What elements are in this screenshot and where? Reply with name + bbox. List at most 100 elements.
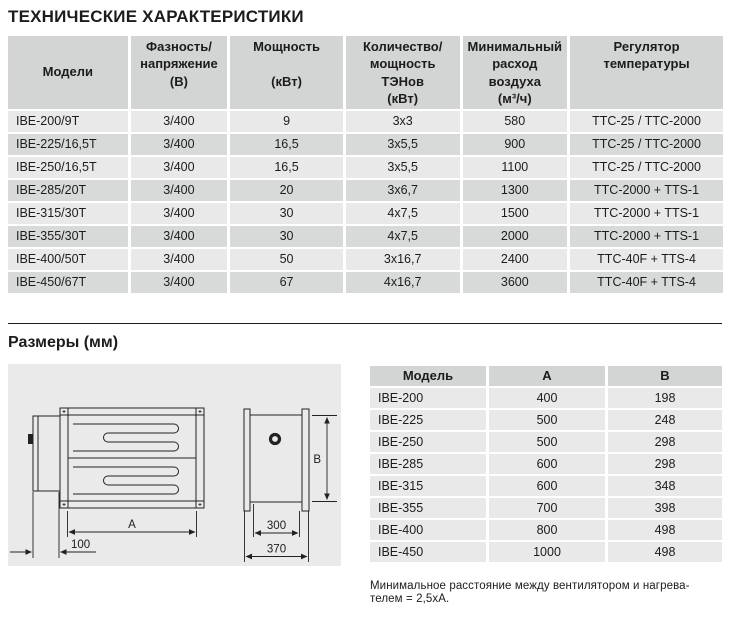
dims-column-header: Модель: [370, 365, 486, 386]
dims-row: IBE-355 700 398: [370, 497, 722, 518]
model-cell: IBE-355/30T: [8, 225, 128, 247]
model-cell: IBE-285: [370, 453, 486, 474]
specs-column-header: Фазность/напряжение (В): [130, 36, 228, 109]
value-cell: 298: [608, 453, 722, 474]
value-cell: TTC-40F + TTS-4: [570, 271, 723, 293]
dimensions-table: Модель A B IBE-200 400 198 IBE-225 500 248 IBE-2…: [367, 364, 725, 564]
model-cell: IBE-315/30T: [8, 202, 128, 224]
header-line: (В): [169, 73, 188, 89]
dimension-370-label: 370: [267, 543, 286, 555]
value-cell: 3/400: [130, 248, 228, 270]
header-line: напряжение: [140, 56, 218, 72]
section-divider: [8, 322, 722, 324]
dimension-labels: A 100 B 300 370: [71, 454, 321, 556]
model-cell: IBE-450/67T: [8, 271, 128, 293]
value-cell: 16,5: [230, 133, 343, 155]
header-line: мощность: [369, 56, 436, 72]
specs-column-header: Минимальный расход воздуха (м³/ч): [462, 36, 568, 109]
page-title: ТЕХНИЧЕСКИЕ ХАРАКТЕРИСТИКИ: [8, 7, 304, 26]
cable-gland: [268, 432, 282, 445]
model-cell: IBE-400/50T: [8, 248, 128, 270]
value-cell: 600: [489, 453, 605, 474]
end-right-flange: [301, 408, 310, 512]
inlet-strip: [32, 415, 39, 492]
value-cell: 3/400: [130, 202, 228, 224]
heater-side-view: [28, 407, 205, 509]
header-line: расход: [492, 56, 538, 72]
value-cell: 400: [489, 387, 605, 408]
dimensions-section-title: Размеры (мм): [8, 333, 119, 351]
dimension-100-label: 100: [71, 539, 90, 551]
model-cell: IBE-450: [370, 541, 486, 562]
dimension-300-label: 300: [267, 520, 286, 532]
specs-column-header: Модели: [8, 36, 128, 109]
value-cell: TTC-25 / TTC-2000: [570, 156, 723, 178]
specs-row: IBE-355/30T 3/400 30 4x7,5 2000 TTC-2000 + TT…: [8, 225, 723, 247]
value-cell: TTC-2000 + TTS-1: [570, 202, 723, 224]
specs-row: IBE-450/67T 3/400 67 4x16,7 3600 TTC-40F + TT…: [8, 271, 723, 293]
value-cell: 3x16,7: [345, 248, 460, 270]
specs-row: IBE-200/9T 3/400 9 3x3 580 TTC-25 / TTC-2000: [8, 110, 723, 132]
specs-row: IBE-225/16,5T 3/400 16,5 3x5,5 900 TTC-25 / T…: [8, 133, 723, 155]
value-cell: 16,5: [230, 156, 343, 178]
model-cell: IBE-200/9T: [8, 110, 128, 132]
value-cell: 398: [608, 497, 722, 518]
header-line: ТЭНов: [381, 73, 424, 89]
value-cell: 1300: [462, 179, 568, 201]
value-cell: 3x5,5: [345, 156, 460, 178]
technical-drawing: A 100 B 300 370: [8, 363, 341, 566]
specs-row: IBE-315/30T 3/400 30 4x7,5 1500 TTC-2000 + TT…: [8, 202, 723, 224]
value-cell: TTC-2000 + TTS-1: [570, 225, 723, 247]
header-line: воздуха: [488, 73, 541, 89]
value-cell: 20: [230, 179, 343, 201]
model-cell: IBE-250: [370, 431, 486, 452]
value-cell: 198: [608, 387, 722, 408]
dims-column-header: B: [608, 365, 722, 386]
value-cell: 700: [489, 497, 605, 518]
heater-end-view: [243, 408, 310, 512]
header-line: Количество/: [362, 39, 443, 54]
heating-element-coil-top: [73, 423, 179, 452]
value-cell: 3x5,5: [345, 133, 460, 155]
end-left-flange: [243, 408, 251, 512]
value-cell: 600: [489, 475, 605, 496]
value-cell: 1100: [462, 156, 568, 178]
value-cell: 4x16,7: [345, 271, 460, 293]
model-cell: IBE-285/20T: [8, 179, 128, 201]
value-cell: 298: [608, 431, 722, 452]
header-line: Минимальный: [467, 39, 563, 54]
header-line: (м³/ч): [497, 91, 532, 107]
footnote: Минимальное расстояние между вентиляторо…: [370, 580, 728, 607]
value-cell: 498: [608, 519, 722, 540]
footnote-line: Минимальное расстояние между вентиляторо…: [370, 579, 690, 592]
specs-row: IBE-285/20T 3/400 20 3x6,7 1300 TTC-2000 + TT…: [8, 179, 723, 201]
dims-row: IBE-315 600 348: [370, 475, 722, 496]
screw-marks: [62, 409, 202, 506]
header-line: [231, 55, 342, 72]
value-cell: 3/400: [130, 156, 228, 178]
value-cell: TTC-25 / TTC-2000: [570, 110, 723, 132]
value-cell: 3/400: [130, 225, 228, 247]
value-cell: 580: [462, 110, 568, 132]
model-cell: IBE-355: [370, 497, 486, 518]
end-body: [249, 414, 303, 503]
value-cell: 3x3: [345, 110, 460, 132]
dims-row: IBE-225 500 248: [370, 409, 722, 430]
value-cell: 3/400: [130, 271, 228, 293]
value-cell: 9: [230, 110, 343, 132]
value-cell: 67: [230, 271, 343, 293]
dims-row: IBE-200 400 198: [370, 387, 722, 408]
value-cell: 30: [230, 225, 343, 247]
model-cell: IBE-315: [370, 475, 486, 496]
dimension-lines: [10, 414, 337, 562]
value-cell: 248: [608, 409, 722, 430]
value-cell: 498: [608, 541, 722, 562]
model-cell: IBE-400: [370, 519, 486, 540]
heating-element-coil-bottom: [73, 466, 179, 495]
dimensions-section: A 100 B 300 370 Модель A B IBE-200 400 198 IB…: [8, 363, 725, 607]
specs-column-header: Регулятор температуры: [570, 36, 723, 109]
value-cell: 800: [489, 519, 605, 540]
terminal-tab: [28, 433, 33, 444]
specs-row: IBE-250/16,5T 3/400 16,5 3x5,5 1100 TTC-25 / …: [8, 156, 723, 178]
